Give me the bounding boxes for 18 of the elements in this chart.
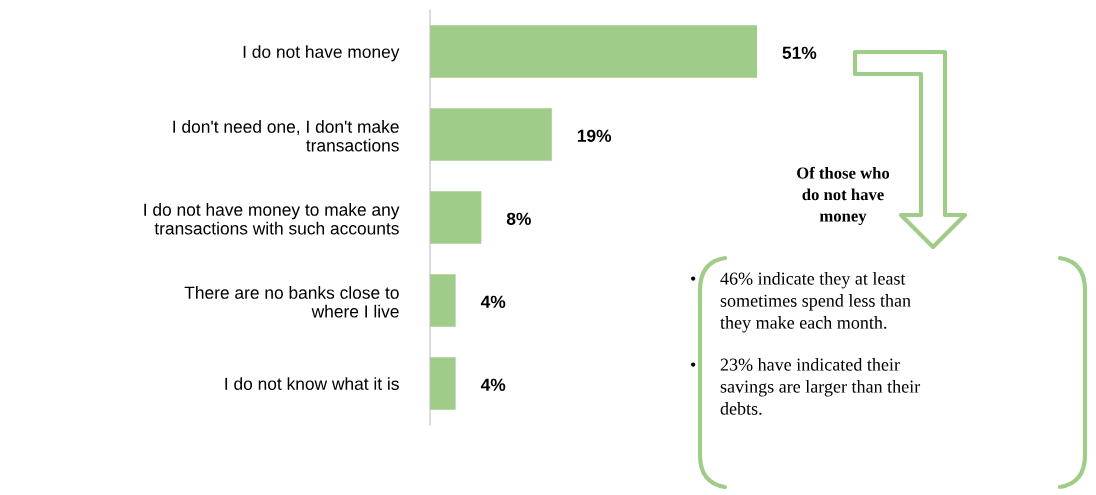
y-tick-label: I do not know what it is	[225, 377, 399, 390]
text: •46% indicate they at least sometimes spend less than they make each month.	[691, 272, 911, 333]
data-label: 4%	[480, 378, 506, 391]
bar	[430, 357, 456, 410]
data-label: 4%	[480, 295, 506, 308]
data-label: 51%	[782, 46, 817, 59]
bar	[430, 274, 456, 327]
bar	[430, 25, 757, 78]
text: Of those who do not have money	[797, 166, 890, 226]
y-tick-label: There are no banks close to where I live	[184, 286, 399, 318]
bar	[430, 108, 552, 161]
y-tick-label: I don't need one, I don't make transactions	[173, 120, 399, 152]
data-label: 8%	[506, 212, 531, 225]
y-tick-label: I do not have money to make any transactions with such accounts	[144, 203, 400, 235]
y-tick-label: I do not have money	[243, 45, 400, 62]
data-label: 19%	[577, 129, 612, 142]
bar	[430, 191, 482, 244]
text: •23% have indicated their savings are larger than their debts.	[691, 358, 921, 415]
